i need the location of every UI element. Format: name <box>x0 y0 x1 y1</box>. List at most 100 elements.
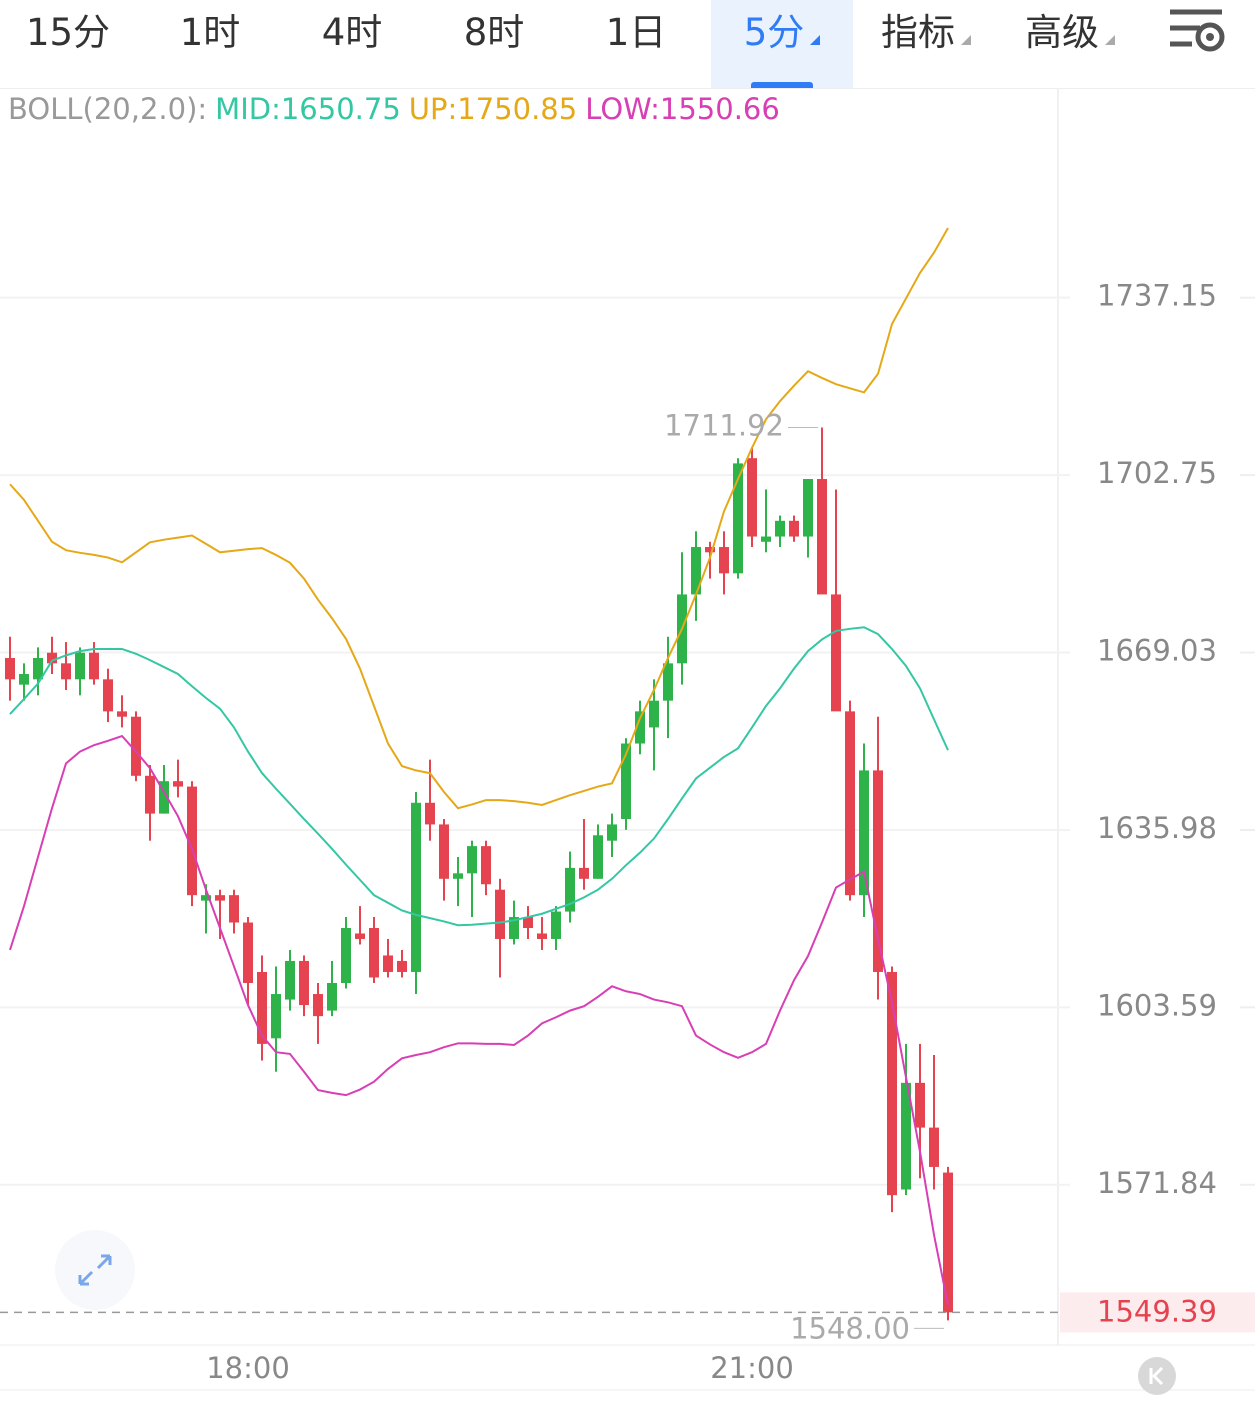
candle-body <box>845 711 855 896</box>
dropdown-indicator <box>961 35 971 45</box>
tab[interactable]: 1日 <box>565 0 707 88</box>
tab-label: 8时 <box>463 11 525 54</box>
candle-body <box>215 895 225 901</box>
tab[interactable]: 高级 <box>999 0 1141 88</box>
band-line <box>9 626 949 927</box>
candle-body <box>901 1082 911 1190</box>
tab[interactable]: 1时 <box>139 0 281 88</box>
x-tick-label: 21:00 <box>710 1351 794 1385</box>
candle-body <box>33 658 43 680</box>
last-price-box <box>1060 1292 1255 1333</box>
tab[interactable]: 15分 <box>0 0 139 88</box>
candle-body <box>621 743 631 820</box>
candle-body <box>103 679 113 712</box>
tab[interactable]: 5分 <box>711 0 853 88</box>
candle-body <box>943 1172 953 1313</box>
candle-body <box>229 895 239 923</box>
tab[interactable]: 4时 <box>281 0 423 88</box>
candle-body <box>117 711 127 717</box>
candle-body <box>369 927 379 978</box>
candle-body <box>411 802 421 972</box>
candle-body <box>285 960 295 1000</box>
legend-entry: MID:1650.75 <box>215 92 401 126</box>
tab[interactable]: 指标 <box>855 0 997 88</box>
candle-body <box>397 960 407 972</box>
candle-body <box>537 933 547 939</box>
candle-body <box>313 994 323 1017</box>
x-tick-label: 18:00 <box>206 1351 290 1385</box>
candle-body <box>131 716 141 776</box>
y-tick-label: 1669.03 <box>1097 634 1217 668</box>
candle-body <box>565 867 575 912</box>
candle-body <box>747 458 757 537</box>
candle-body <box>173 781 183 787</box>
candle-body <box>187 786 197 896</box>
candle-body <box>789 520 799 537</box>
high-label: 1711.92 <box>664 408 784 442</box>
candle-body <box>523 917 533 928</box>
y-tick-label: 1571.84 <box>1097 1166 1217 1200</box>
scroll-latest-button[interactable] <box>1138 1357 1176 1395</box>
dropdown-indicator <box>810 35 821 45</box>
candle-body <box>733 463 743 574</box>
candle-body <box>607 824 617 841</box>
low-label: 1548.00 <box>790 1311 910 1345</box>
candle-body <box>817 479 827 595</box>
tab-label: 指标 <box>881 11 955 54</box>
candle-body <box>271 994 281 1039</box>
tab-label: 1日 <box>605 11 667 54</box>
candle-body <box>719 547 729 574</box>
candle-body <box>887 971 897 1196</box>
indicator-name: BOLL(20,2.0): <box>8 92 208 126</box>
tab-label: 高级 <box>1025 11 1099 54</box>
candle-body <box>61 663 71 680</box>
tab-bar: 15分 1时 4时 8时 1日 5分 指标 高级 <box>0 0 1255 89</box>
band-line <box>9 734 949 1306</box>
candle-body <box>761 536 771 542</box>
candle-body <box>243 922 253 983</box>
candle-body <box>691 547 701 595</box>
candle-body <box>383 955 393 972</box>
candle-body <box>635 711 645 744</box>
candle-body <box>453 873 463 879</box>
dropdown-indicator <box>1105 35 1115 45</box>
band-line <box>9 227 949 810</box>
candle-body <box>859 770 869 896</box>
legend-entry: UP:1750.85 <box>408 92 578 126</box>
candle-body <box>5 658 15 680</box>
tab-label: 5分 <box>743 11 805 54</box>
candle-body <box>509 917 519 939</box>
y-tick-label: 1737.15 <box>1097 279 1217 313</box>
tab-label: 4时 <box>321 11 383 54</box>
candle-body <box>649 700 659 728</box>
y-tick-label: 1702.75 <box>1097 456 1217 490</box>
candle-body <box>355 933 365 939</box>
indicator-legend: BOLL(20,2.0): MID:1650.75 UP:1750.85 LOW:1… <box>8 92 780 126</box>
candle-body <box>425 802 435 825</box>
active-underline <box>751 82 813 88</box>
last-price-label: 1549.39 <box>1097 1294 1217 1328</box>
candle-body <box>593 835 603 879</box>
candle-body <box>663 663 673 701</box>
candle-body <box>831 594 841 712</box>
candle-body <box>873 770 883 972</box>
candle-body <box>467 846 477 874</box>
expand-button[interactable] <box>55 1230 135 1310</box>
candle-body <box>145 775 155 814</box>
candle-body <box>439 824 449 879</box>
candle-body <box>159 781 169 814</box>
candle-body <box>75 652 85 680</box>
candle-body <box>915 1082 925 1128</box>
tab[interactable]: 8时 <box>423 0 565 88</box>
y-tick-label: 1635.98 <box>1097 811 1217 845</box>
legend-entry: LOW:1550.66 <box>585 92 780 126</box>
candle-body <box>929 1127 939 1167</box>
candle-body <box>775 520 785 537</box>
settings-icon[interactable] <box>1170 9 1225 52</box>
candle-body <box>201 895 211 901</box>
candle-body <box>705 547 715 553</box>
candle-body <box>327 982 337 1011</box>
candle-body <box>299 960 309 1006</box>
candle-body <box>89 652 99 680</box>
candle-body <box>19 673 29 685</box>
